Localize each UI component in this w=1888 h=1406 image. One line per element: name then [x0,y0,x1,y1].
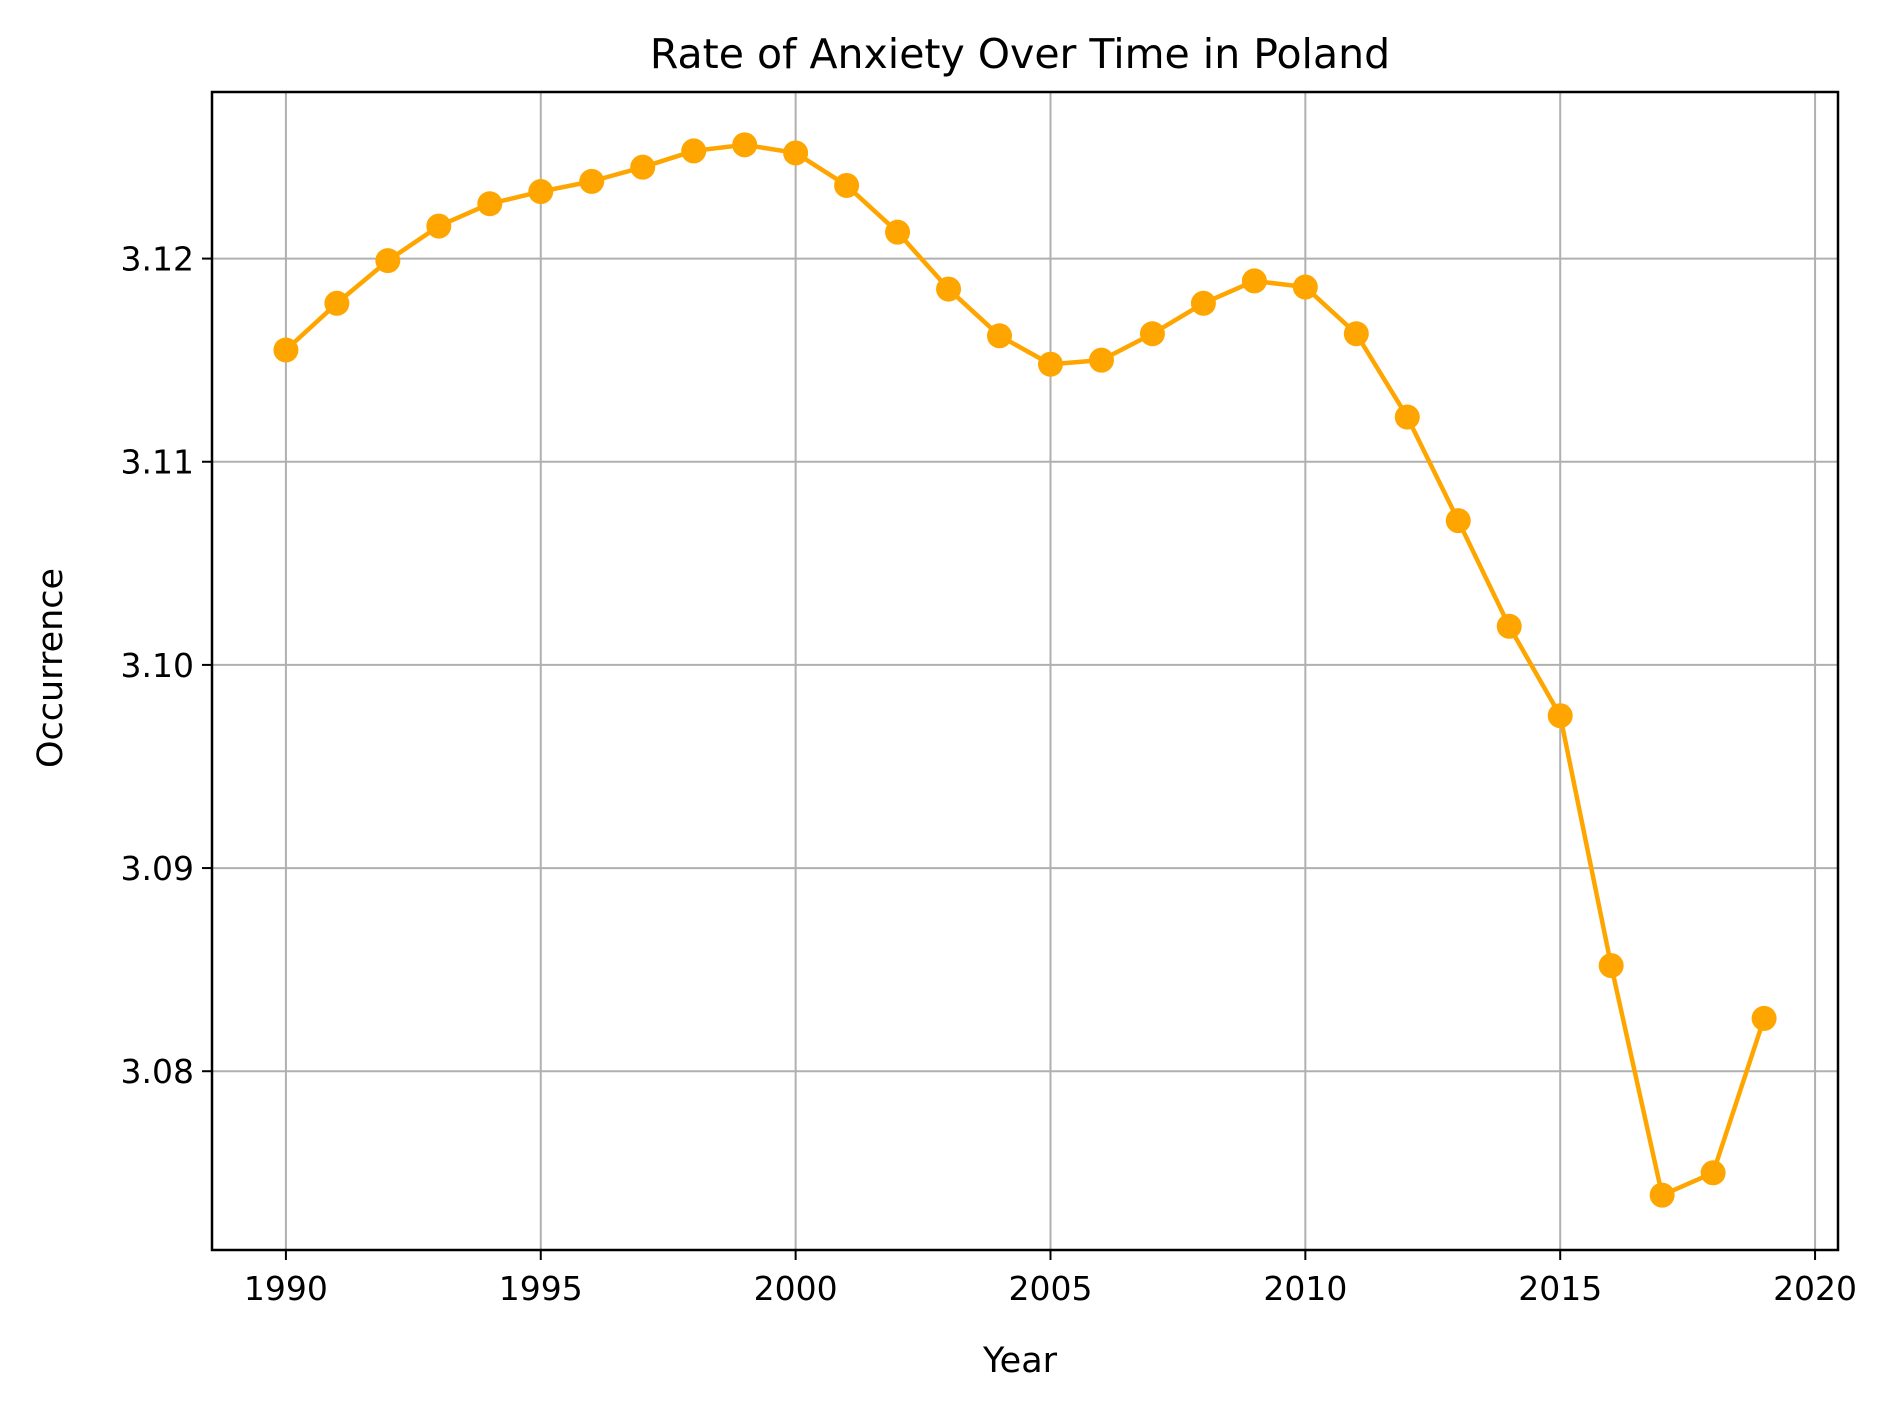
x-tick-label: 2015 [1518,1269,1602,1308]
x-tick-label: 2020 [1773,1269,1857,1308]
x-tick-label: 2000 [754,1269,838,1308]
series-anxiety [273,132,1777,1208]
x-tick-label: 2005 [1008,1269,1092,1308]
data-point [834,172,860,198]
data-point [1037,351,1063,377]
series-line [284,142,1767,1198]
data-point [1751,1005,1777,1031]
data-point [579,168,605,194]
x-tick-label: 1990 [244,1269,328,1308]
data-point [528,179,554,205]
data-point [477,191,503,217]
data-point [1241,268,1267,294]
y-axis: 3.08 3.09 3.10 3.11 3.12 [121,240,212,1091]
data-point [783,140,809,166]
y-tick-label: 3.08 [121,1052,194,1091]
data-point [1343,321,1369,347]
data-point [1598,953,1624,979]
data-point [1649,1182,1675,1208]
data-point [630,154,656,180]
data-point [1292,274,1318,300]
data-point [426,213,452,239]
data-point [1088,347,1114,373]
y-tick-label: 3.12 [121,240,194,279]
y-tick-label: 3.11 [121,443,194,482]
plot-frame [210,90,1840,1252]
data-point [987,323,1013,349]
data-point [375,248,401,274]
data-point [1496,613,1522,639]
x-axis-label: Year [982,1341,1058,1381]
data-point [1190,290,1216,316]
data-point [324,290,350,316]
data-point [1394,404,1420,430]
data-point [732,132,758,158]
data-point [681,138,707,164]
y-axis-label: Occurrence [31,568,71,768]
y-tick-label: 3.09 [121,849,194,888]
chart-title: Rate of Anxiety Over Time in Poland [650,30,1390,78]
x-tick-label: 2010 [1263,1269,1347,1308]
data-point [1547,703,1573,729]
data-point [936,276,962,302]
x-tick-label: 1995 [499,1269,583,1308]
data-point [273,337,299,363]
y-tick-label: 3.10 [121,646,194,685]
grid-lines [212,92,1838,1250]
data-point [1700,1160,1726,1186]
data-point [1445,508,1471,534]
x-axis: 1990 1995 2000 2005 2010 2015 2020 [244,1250,1857,1308]
data-point [1139,321,1165,347]
data-point [885,219,911,245]
